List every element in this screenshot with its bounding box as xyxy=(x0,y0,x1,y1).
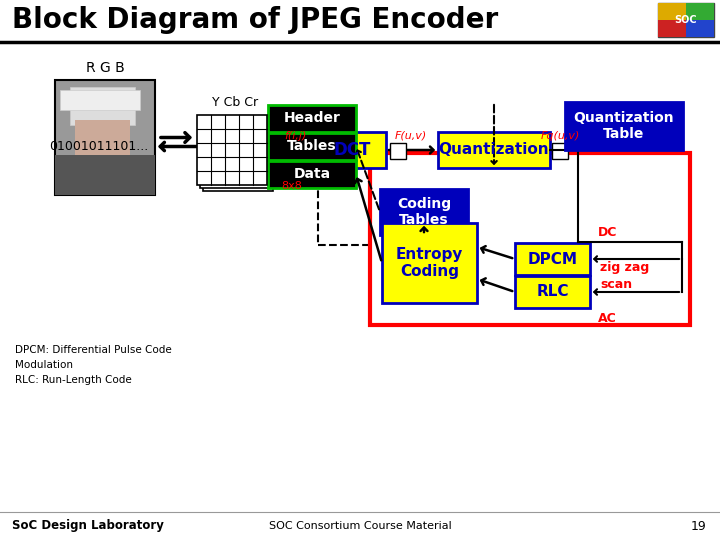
Bar xyxy=(515,243,590,275)
Text: Coding
Tables: Coding Tables xyxy=(397,197,451,227)
Text: SoC Design Laboratory: SoC Design Laboratory xyxy=(12,519,164,532)
Text: SOC Consortium Course Material: SOC Consortium Course Material xyxy=(269,521,451,531)
Bar xyxy=(658,20,686,37)
Text: 01001011101...: 01001011101... xyxy=(49,140,148,153)
Bar xyxy=(197,115,267,185)
Text: Data: Data xyxy=(294,167,330,181)
Text: RLC: RLC xyxy=(536,285,569,300)
Bar xyxy=(370,153,690,325)
Bar xyxy=(55,80,155,195)
Bar xyxy=(658,3,686,20)
Bar xyxy=(268,161,356,188)
Bar xyxy=(658,3,714,37)
Bar xyxy=(382,223,477,303)
Text: F(u,v): F(u,v) xyxy=(395,131,427,141)
Bar xyxy=(0,0,720,40)
Bar xyxy=(70,87,135,125)
Bar xyxy=(380,189,468,235)
Text: R G B: R G B xyxy=(86,61,125,75)
Bar xyxy=(60,90,140,110)
Bar xyxy=(283,154,301,172)
Bar xyxy=(268,105,356,132)
Text: Quantization
Table: Quantization Table xyxy=(574,111,675,141)
Bar xyxy=(390,143,406,159)
Text: Entropy
Coding: Entropy Coding xyxy=(396,247,463,279)
Text: Fq(u,v): Fq(u,v) xyxy=(540,131,580,141)
Bar xyxy=(55,155,155,195)
Bar xyxy=(318,132,386,168)
Bar xyxy=(75,120,130,155)
Text: 8x8: 8x8 xyxy=(282,181,302,191)
Text: Tables: Tables xyxy=(287,139,337,153)
Text: SOC: SOC xyxy=(675,15,697,25)
Text: DPCM: DPCM xyxy=(528,252,577,267)
Text: AC: AC xyxy=(598,312,617,325)
Text: DC: DC xyxy=(598,226,617,239)
Text: 19: 19 xyxy=(690,519,706,532)
Text: Y Cb Cr: Y Cb Cr xyxy=(212,97,258,110)
Text: DCT: DCT xyxy=(333,141,371,159)
Bar xyxy=(515,276,590,308)
Bar xyxy=(200,118,270,188)
Bar xyxy=(565,102,683,150)
Bar xyxy=(552,143,568,159)
Bar xyxy=(686,20,714,37)
Bar xyxy=(268,133,356,160)
Bar xyxy=(438,132,550,168)
Text: f(i,j): f(i,j) xyxy=(284,131,306,141)
Text: Block Diagram of JPEG Encoder: Block Diagram of JPEG Encoder xyxy=(12,6,498,34)
Bar xyxy=(318,163,578,245)
Bar xyxy=(686,3,714,20)
Text: Quantization: Quantization xyxy=(438,143,549,158)
Bar xyxy=(203,121,273,191)
Text: DPCM: Differential Pulse Code
Modulation
RLC: Run-Length Code: DPCM: Differential Pulse Code Modulation… xyxy=(15,345,172,384)
Text: zig zag
scan: zig zag scan xyxy=(600,260,649,291)
Text: Header: Header xyxy=(284,111,341,125)
